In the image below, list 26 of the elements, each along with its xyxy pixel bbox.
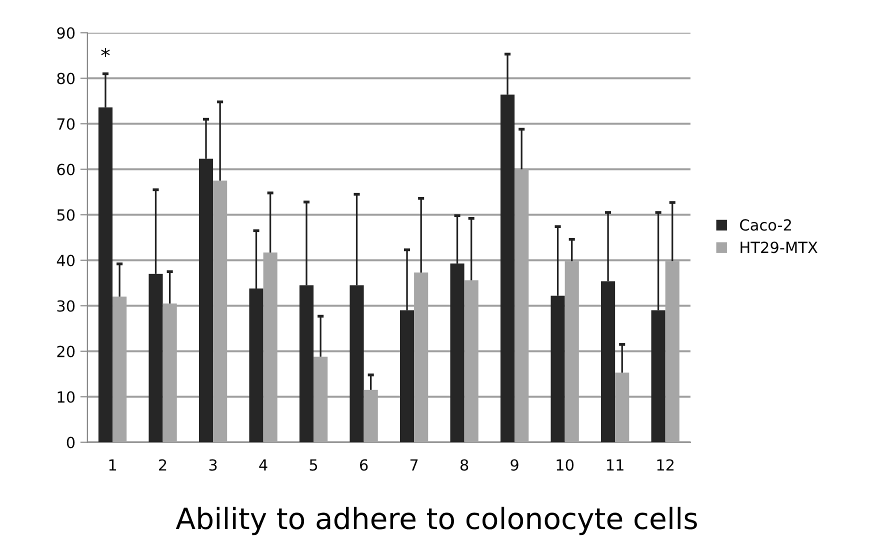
x-tick-label: 9 — [510, 459, 518, 471]
x-tick-label: 11 — [607, 459, 624, 471]
x-tick-label: 12 — [657, 459, 674, 471]
x-tick-label: 1 — [109, 459, 116, 471]
legend-label: HT29-MTX — [740, 242, 818, 254]
y-tick-label: 60 — [57, 164, 75, 176]
y-tick-label: 20 — [57, 346, 75, 358]
x-tick-label: 6 — [360, 459, 368, 471]
y-tick-label: 90 — [57, 27, 75, 39]
x-tick-label: 4 — [259, 459, 268, 471]
x-tick-label: 2 — [159, 459, 166, 471]
y-tick-label: 40 — [56, 254, 75, 266]
text: Ability to adhere to colonocyte cells — [176, 506, 697, 536]
x-tick-label: 7 — [410, 459, 418, 471]
x-tick-label: 3 — [209, 459, 217, 471]
legend-label: Caco-2 — [740, 219, 791, 231]
y-tick-label: 30 — [57, 300, 75, 312]
y-tick-label: 80 — [57, 72, 75, 84]
annotation: * — [101, 48, 110, 57]
x-tick-label: 10 — [556, 459, 574, 471]
y-tick-label: 50 — [57, 209, 75, 221]
y-tick-label: 0 — [66, 436, 75, 448]
x-tick-label: 5 — [310, 459, 318, 471]
x-tick-label: 8 — [460, 459, 468, 471]
y-tick-label: 10 — [58, 391, 75, 403]
y-tick-label: 70 — [57, 118, 75, 130]
